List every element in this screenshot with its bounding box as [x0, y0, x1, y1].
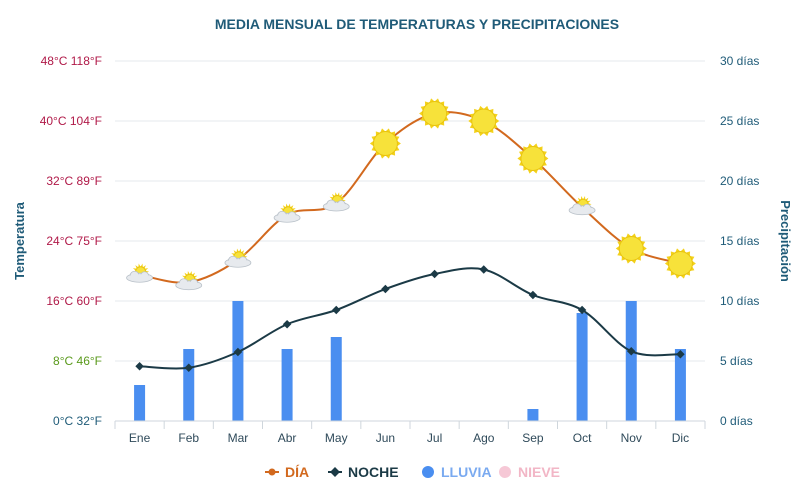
rain-bar: [330, 337, 342, 421]
sun-disc: [471, 108, 497, 134]
sun-icon: [419, 98, 451, 129]
cloud-shape: [322, 199, 350, 212]
y-right-tick-label: 15 días: [720, 234, 759, 248]
night-point-marker: [135, 362, 144, 371]
y-right-tick-label: 20 días: [720, 174, 759, 188]
cloud-shape: [126, 270, 153, 283]
y-left-tick-label: 24°C 75°F: [46, 234, 102, 248]
rain-bar: [625, 301, 637, 421]
y-left-tick-label: 40°C 104°F: [40, 114, 102, 128]
x-tick-label: Jul: [427, 431, 442, 445]
night-point-marker: [528, 290, 538, 300]
x-tick-label: Ago: [473, 431, 495, 445]
day-temperature-line: [139, 111, 681, 284]
rain-bar: [674, 349, 686, 421]
cloud-sun-icon: [126, 263, 153, 283]
sun-icon: [468, 105, 500, 137]
legend-marker: [499, 466, 511, 478]
x-tick-label: Oct: [573, 431, 592, 445]
y-right-tick-label: 0 días: [720, 414, 753, 428]
cloud-sun-icon: [175, 271, 203, 291]
x-axis-ticks: Ene Feb Mar Abr May Jun Jul Ago Sep Oct Nov Dic: [114, 421, 706, 445]
x-tick-label: May: [325, 431, 348, 445]
legend-marker: [268, 468, 276, 476]
sun-icon: [517, 143, 549, 174]
y-left-tick-label: 8°C 46°F: [53, 354, 102, 368]
legend-item-nieve[interactable]: NIEVE: [499, 464, 560, 480]
rain-bar: [183, 349, 195, 421]
rain-bar: [232, 301, 244, 421]
legend-marker: [330, 467, 340, 477]
right-axis-ticks: 0 días 5 días 10 días 15 días 20 días 25 días…: [720, 54, 759, 428]
night-point-marker: [381, 284, 390, 294]
cloud-shape: [273, 210, 301, 223]
night-point-marker: [577, 305, 587, 315]
weather-icons: [126, 98, 696, 291]
night-point-marker: [676, 350, 685, 359]
night-point-marker: [479, 265, 488, 274]
rain-bar: [527, 409, 539, 421]
left-axis-title: Temperatura: [12, 201, 27, 280]
x-tick-label: Mar: [228, 431, 249, 445]
night-point-marker: [430, 269, 439, 279]
x-tick-label: Ene: [129, 431, 151, 445]
legend-item-noche[interactable]: NOCHE: [328, 464, 399, 480]
sun-disc: [372, 131, 398, 156]
x-tick-label: Feb: [178, 431, 199, 445]
sun-disc: [618, 236, 644, 261]
sun-icon: [664, 248, 696, 279]
rain-bars: [134, 301, 686, 421]
y-left-tick-label: 0°C 32°F: [53, 414, 102, 428]
cloud-sun-icon: [568, 196, 596, 216]
legend-item-lluvia[interactable]: LLUVIA: [422, 464, 492, 480]
legend-label: NIEVE: [518, 464, 560, 480]
x-tick-label: Sep: [522, 431, 544, 445]
cloud-sun-icon: [273, 203, 301, 223]
night-point-marker: [282, 320, 292, 329]
night-temperature-line: [139, 267, 681, 370]
x-tick-label: Dic: [672, 431, 689, 445]
night-point-marker: [184, 363, 193, 372]
y-right-tick-label: 5 días: [720, 354, 753, 368]
legend-marker: [422, 466, 434, 478]
left-axis-ticks: 0°C 32°F 8°C 46°F 16°C 60°F 24°C 75°F 32°C 8…: [40, 54, 102, 428]
rain-bar: [281, 349, 293, 421]
legend-item-dia[interactable]: DÍA: [265, 464, 309, 480]
rain-bar: [576, 313, 588, 421]
y-right-tick-label: 10 días: [720, 294, 759, 308]
right-axis-title: Precipitación: [778, 200, 793, 282]
x-tick-label: Abr: [278, 431, 297, 445]
x-tick-label: Nov: [621, 431, 642, 445]
legend-label: DÍA: [285, 464, 309, 480]
night-point-marker: [332, 305, 341, 315]
y-left-tick-label: 48°C 118°F: [41, 54, 102, 68]
sun-icon: [369, 128, 401, 159]
sun-disc: [422, 101, 448, 126]
cloud-shape: [568, 203, 596, 216]
legend-label: LLUVIA: [441, 464, 492, 480]
y-left-tick-label: 16°C 60°F: [46, 294, 102, 308]
y-left-tick-label: 32°C 89°F: [46, 174, 102, 188]
cloud-sun-icon: [224, 248, 252, 268]
sun-icon: [615, 233, 647, 264]
night-point-marker: [627, 347, 636, 356]
rain-bar: [134, 385, 146, 421]
legend-label: NOCHE: [348, 464, 399, 480]
y-right-tick-label: 30 días: [720, 54, 759, 68]
cloud-sun-icon: [322, 192, 350, 212]
cloud-shape: [224, 255, 252, 268]
night-point-marker: [233, 347, 243, 357]
y-right-tick-label: 25 días: [720, 114, 759, 128]
x-tick-label: Jun: [376, 431, 395, 445]
chart-title: MEDIA MENSUAL DE TEMPERATURAS Y PRECIPIT…: [215, 16, 619, 32]
legend: DÍA NOCHE LLUVIA NIEVE: [265, 464, 560, 480]
sun-disc: [667, 251, 693, 276]
cloud-shape: [175, 278, 203, 291]
sun-disc: [520, 146, 546, 171]
grid: [115, 60, 705, 362]
temperature-lines: [135, 111, 685, 372]
